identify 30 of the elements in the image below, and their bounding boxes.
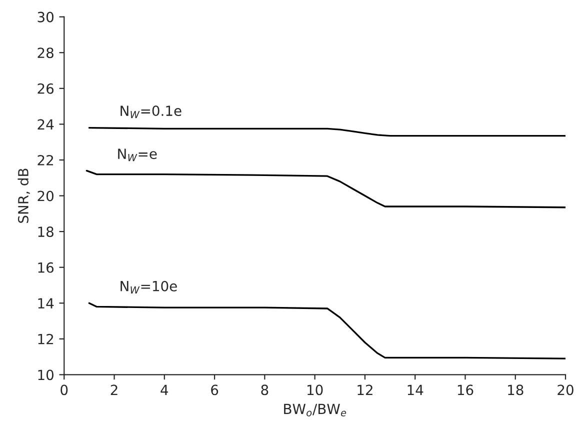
y-tick-label: 28 — [38, 48, 54, 58]
y-axis-title: SNR, dB — [18, 168, 30, 223]
x-tick-label: 10 — [308, 384, 323, 396]
x-tick-label: 6 — [211, 384, 218, 396]
y-tick-label: 16 — [38, 262, 54, 273]
y-tick-label: 24 — [38, 119, 54, 130]
y-tick-label: 12 — [38, 334, 54, 344]
y-tick-label: 20 — [38, 190, 54, 202]
x-tick-label: 18 — [508, 384, 524, 396]
series-label: N$_{W}$=0.1e — [120, 106, 182, 118]
x-tick-label: 20 — [558, 384, 574, 396]
y-tick-label: 18 — [38, 226, 54, 238]
x-tick-label: 8 — [261, 384, 268, 396]
y-tick-label: 22 — [38, 154, 54, 166]
line-series — [86, 170, 566, 208]
x-tick-label: 14 — [408, 384, 424, 395]
series-label: N$_{W}$=e — [118, 148, 157, 162]
x-axis-title: BW$_{o}$/BW$_{e}$ — [284, 404, 346, 416]
line-series — [88, 126, 566, 137]
x-tick-label: 0 — [60, 384, 68, 396]
y-tick-label: 26 — [38, 83, 54, 94]
series-label: N$_{W}$=10e — [120, 280, 177, 294]
x-tick-label: 4 — [160, 384, 168, 395]
y-tick-label: 30 — [38, 12, 54, 22]
y-tick-label: 10 — [38, 370, 54, 380]
line-series — [88, 302, 566, 360]
y-tick-label: 14 — [38, 298, 54, 308]
x-tick-label: 16 — [458, 384, 474, 396]
x-tick-label: 2 — [110, 384, 118, 395]
x-tick-label: 12 — [358, 384, 372, 395]
